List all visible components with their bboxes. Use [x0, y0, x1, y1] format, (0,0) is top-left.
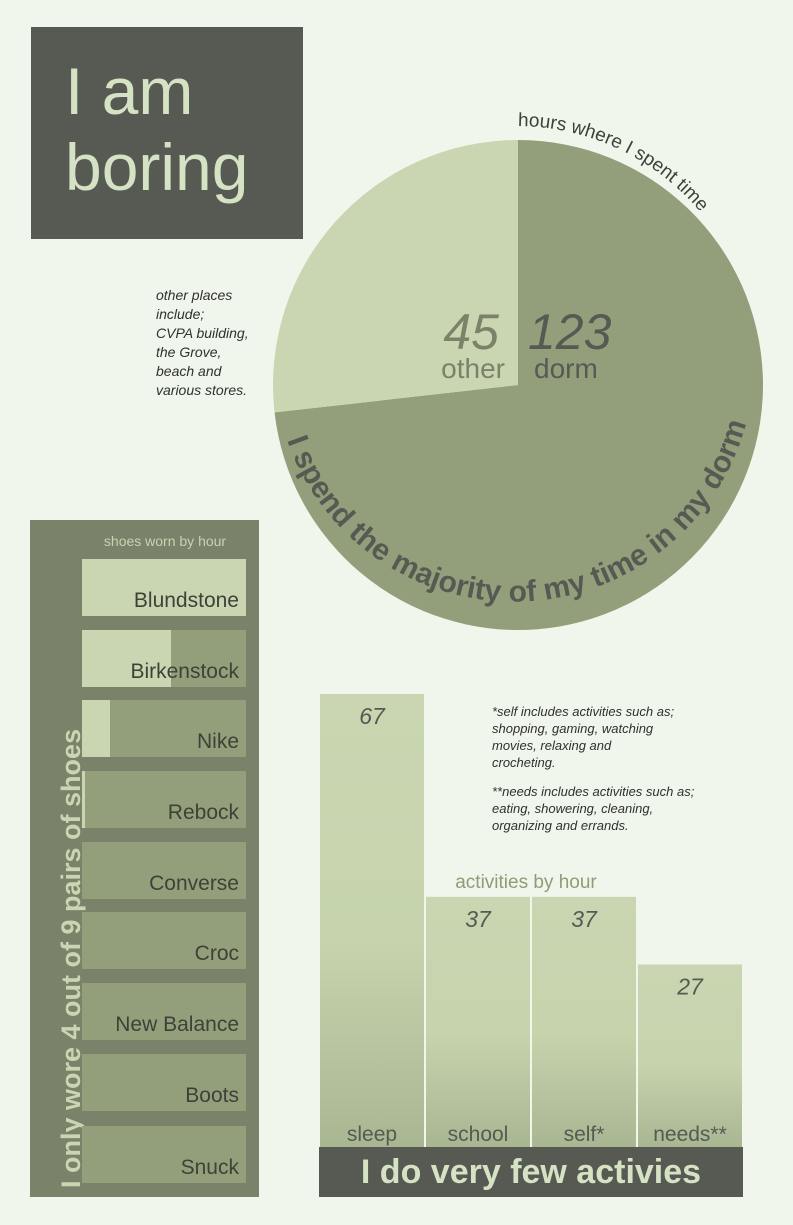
activity-value: 37	[571, 906, 598, 932]
shoe-label: Croc	[194, 942, 239, 965]
needs-note: **needs includes activities such as; eat…	[492, 783, 722, 834]
self-note: *self includes activities such as; shopp…	[492, 703, 722, 771]
shoe-bar: Boots	[82, 1054, 246, 1111]
page-title: I am boring	[65, 53, 248, 205]
pie-note-line: other places	[156, 287, 233, 303]
pie-chart: hours where I spent time I spend the maj…	[272, 110, 763, 630]
shoes-axis-label-wrap: I only wore 4 out of 9 pairs of shoes	[56, 729, 86, 1188]
pie-note-line: CVPA building,	[156, 325, 249, 341]
pie-label-other: other	[441, 353, 505, 384]
pie-note-line: the Grove,	[156, 344, 222, 360]
shoe-bar: Snuck	[82, 1126, 246, 1183]
pie-slice-dorm	[274, 140, 763, 630]
pie-value-dorm: 123	[528, 304, 612, 360]
shoe-bar-fill	[82, 771, 86, 828]
activities-chart-title: activities by hour	[455, 872, 597, 893]
shoes-axis-label: I only wore 4 out of 9 pairs of shoes	[56, 729, 86, 1188]
pie-note-line: beach and	[156, 363, 222, 379]
activity-value: 27	[676, 973, 704, 999]
pie-slice-other	[272, 139, 518, 413]
activity-bar	[638, 964, 742, 1147]
shoe-bar-fill	[82, 559, 246, 616]
shoe-bar: Blundstone	[82, 559, 246, 616]
activity-category-label: self*	[564, 1123, 605, 1146]
title-box: I am boring	[31, 27, 303, 239]
shoe-bar: Rebock	[82, 771, 246, 828]
activity-category-label: needs**	[653, 1123, 727, 1146]
activity-value: 67	[359, 703, 386, 729]
note-line: crocheting.	[492, 755, 556, 770]
note-line: *self includes activities such as;	[492, 704, 675, 719]
shoe-label: Birkenstock	[130, 660, 239, 683]
shoe-bar: New Balance	[82, 983, 246, 1040]
pie-note-line: various stores.	[156, 382, 248, 398]
shoe-label: Rebock	[167, 801, 239, 824]
pie-note: other places include; CVPA building, the…	[156, 286, 276, 400]
activity-bar	[426, 896, 530, 1147]
shoe-label: Nike	[196, 730, 239, 753]
shoe-bar: Converse	[82, 842, 246, 899]
pie-label-dorm: dorm	[534, 353, 598, 384]
title-line-2: boring	[65, 130, 249, 204]
title-line-1: I am	[65, 54, 194, 128]
note-line: movies, relaxing and	[492, 738, 612, 753]
activities-footer: I do very few activies	[319, 1147, 743, 1197]
pie-value-other: 45	[443, 304, 499, 360]
activity-bar	[532, 896, 636, 1147]
shoe-bar-fill	[82, 700, 110, 757]
shoe-label: Blundstone	[133, 589, 239, 612]
activities-note: *self includes activities such as; shopp…	[492, 703, 722, 846]
shoe-bar: Nike	[82, 700, 246, 757]
pie-note-line: include;	[156, 306, 205, 322]
activity-value: 37	[465, 906, 492, 932]
shoe-label: Converse	[149, 872, 239, 895]
shoe-bar: Birkenstock	[82, 630, 246, 687]
activity-category-label: sleep	[347, 1123, 397, 1146]
activity-category-label: school	[448, 1123, 509, 1146]
note-line: eating, showering, cleaning,	[492, 801, 654, 816]
note-line: organizing and errands.	[492, 818, 629, 833]
shoe-bar: Croc	[82, 912, 246, 969]
activity-bar	[320, 694, 424, 1147]
shoes-chart-title: shoes worn by hour	[103, 533, 227, 549]
shoe-label: New Balance	[115, 1013, 239, 1036]
shoe-label: Snuck	[180, 1156, 239, 1179]
note-line: **needs includes activities such as;	[492, 784, 695, 799]
shoe-bar-fill	[82, 630, 171, 687]
note-line: shopping, gaming, watching	[492, 721, 654, 736]
shoe-label: Boots	[185, 1084, 239, 1107]
